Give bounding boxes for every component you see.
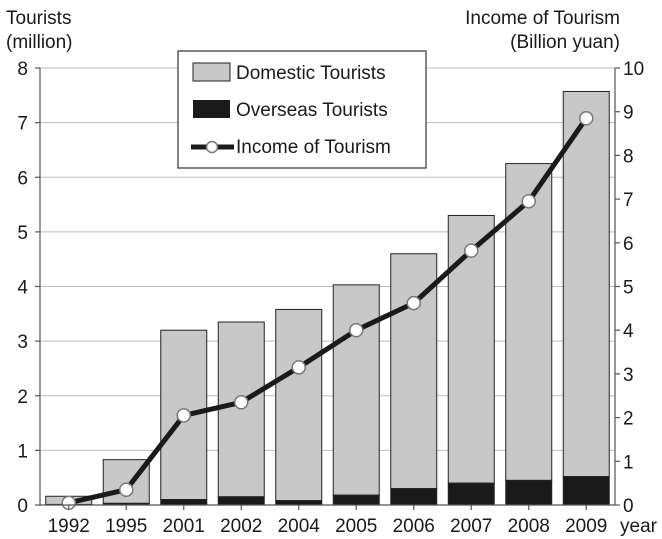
bar-domestic — [447, 214, 495, 484]
x-tick-label: 2006 — [393, 516, 435, 537]
y-right-tick-label: 5 — [623, 278, 634, 299]
income-point — [234, 395, 249, 410]
y-left-title-line1: Tourists — [6, 8, 71, 29]
y-right-tick-label: 7 — [623, 190, 634, 211]
y-right-tick-label: 9 — [623, 103, 634, 124]
income-point — [176, 408, 191, 423]
income-point — [349, 322, 364, 338]
bar-overseas — [217, 496, 265, 506]
axes-layer: 0 1 2 3 4 5 6 7 8 0 1 2 3 4 5 6 7 8 9 10 1992 1995 2001 2002 200… — [17, 59, 644, 537]
y-right-tick-label: 8 — [623, 146, 634, 167]
y-left-tick-label: 8 — [17, 59, 28, 80]
income-point — [406, 295, 421, 311]
line-layer — [61, 111, 594, 511]
bar-overseas — [447, 482, 495, 506]
legend-swatch-income-marker — [205, 140, 219, 154]
x-axis-title: year — [620, 516, 658, 537]
legend-label-domestic: Domestic Tourists — [236, 63, 386, 84]
income-point — [464, 243, 479, 258]
legend-label-income: Income of Tourism — [236, 137, 391, 158]
y-right-tick-label: 3 — [623, 365, 634, 386]
y-right-tick-label: 4 — [623, 321, 634, 342]
x-tick-label: 2007 — [450, 516, 492, 537]
x-tick-label: 2008 — [508, 516, 550, 537]
y-left-tick-label: 2 — [17, 387, 28, 408]
legend-swatch-domestic — [192, 62, 231, 82]
bar-domestic — [332, 284, 380, 496]
bar-overseas — [275, 500, 323, 506]
y-right-tick-label: 10 — [623, 59, 644, 80]
x-tick-label: 1992 — [48, 516, 90, 537]
bar-overseas — [332, 494, 380, 506]
y-left-tick-label: 0 — [17, 496, 28, 517]
y-left-tick-label: 4 — [17, 278, 28, 299]
bar-domestic — [390, 253, 438, 490]
bars-layer — [45, 90, 610, 506]
bar-overseas — [160, 499, 208, 506]
income-point — [119, 482, 134, 497]
bar-domestic — [562, 90, 610, 478]
y-right-tick-label: 0 — [623, 496, 634, 517]
income-point — [291, 360, 306, 375]
x-tick-label: 2004 — [278, 516, 321, 537]
x-tick-label: 2005 — [335, 516, 377, 537]
bar-overseas — [390, 488, 438, 506]
income-point — [521, 194, 536, 209]
bar-domestic — [505, 163, 553, 481]
bar-domestic — [275, 308, 323, 502]
y-left-title-line2: (million) — [6, 32, 73, 53]
income-line — [68, 116, 589, 506]
legend-label-overseas: Overseas Tourists — [236, 100, 388, 121]
bar-overseas — [505, 479, 553, 506]
income-point — [579, 111, 594, 126]
y-left-tick-label: 5 — [17, 223, 28, 244]
y-right-tick-label: 2 — [623, 409, 634, 430]
y-left-tick-label: 7 — [17, 114, 28, 135]
y-left-tick-label: 3 — [17, 332, 28, 353]
legend-swatch-overseas — [193, 100, 230, 118]
y-left-tick-label: 6 — [17, 168, 28, 189]
x-tick-label: 2001 — [163, 516, 205, 537]
y-right-title-line1: Income of Tourism — [465, 8, 620, 29]
x-tick-label: 2002 — [220, 516, 262, 537]
x-tick-label: 1995 — [105, 516, 147, 537]
y-right-tick-label: 6 — [623, 234, 634, 255]
x-tick-label: 2009 — [565, 516, 607, 537]
bar-overseas — [562, 476, 610, 506]
y-left-tick-label: 1 — [17, 441, 28, 462]
legend: Domestic Tourists Overseas Tourists Inco… — [177, 50, 427, 169]
y-right-title-line2: (Billion yuan) — [510, 32, 620, 53]
y-right-tick-label: 1 — [623, 452, 634, 473]
